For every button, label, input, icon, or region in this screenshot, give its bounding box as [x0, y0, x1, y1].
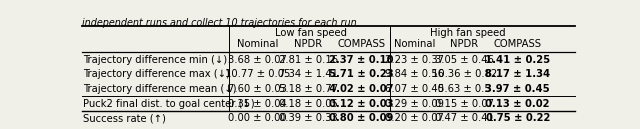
Text: 0.29 ± 0.09: 0.29 ± 0.09 [385, 99, 444, 109]
Text: 5.63 ± 0.5: 5.63 ± 0.5 [438, 84, 491, 94]
Text: 3.05 ± 0.46: 3.05 ± 0.46 [435, 55, 494, 65]
Text: 2.81 ± 0.16: 2.81 ± 0.16 [278, 55, 338, 65]
Text: NPDR: NPDR [451, 39, 479, 49]
Text: 0.12 ± 0.03: 0.12 ± 0.03 [329, 99, 394, 109]
Text: 3.97 ± 0.45: 3.97 ± 0.45 [485, 84, 550, 94]
Text: 8.17 ± 1.34: 8.17 ± 1.34 [485, 69, 550, 79]
Text: 6.07 ± 0.40: 6.07 ± 0.40 [385, 84, 444, 94]
Text: 0.00 ± 0.00: 0.00 ± 0.00 [228, 114, 287, 123]
Text: Nominal: Nominal [394, 39, 435, 49]
Text: 3.68 ± 0.07: 3.68 ± 0.07 [228, 55, 287, 65]
Text: Trajectory difference max (↓): Trajectory difference max (↓) [83, 69, 230, 79]
Text: independent runs and collect 10 trajectories for each run.: independent runs and collect 10 trajecto… [83, 18, 360, 29]
Text: 1.41 ± 0.25: 1.41 ± 0.25 [485, 55, 550, 65]
Text: Nominal: Nominal [237, 39, 278, 49]
Text: 4.02 ± 0.07: 4.02 ± 0.07 [329, 84, 394, 94]
Text: 0.80 ± 0.09: 0.80 ± 0.09 [330, 114, 394, 123]
Text: Success rate (↑): Success rate (↑) [83, 114, 166, 123]
Text: 0.20 ± 0.07: 0.20 ± 0.07 [385, 114, 444, 123]
Text: 10.36 ± 0.82: 10.36 ± 0.82 [432, 69, 497, 79]
Text: 0.39 ± 0.33: 0.39 ± 0.33 [279, 114, 337, 123]
Text: Low fan speed: Low fan speed [275, 28, 347, 38]
Text: 5.18 ± 0.77: 5.18 ± 0.77 [278, 84, 338, 94]
Text: 2.23 ± 0.37: 2.23 ± 0.37 [385, 55, 444, 65]
Text: COMPASS: COMPASS [493, 39, 541, 49]
Text: High fan speed: High fan speed [430, 28, 506, 38]
Text: 0.75 ± 0.22: 0.75 ± 0.22 [486, 114, 550, 123]
Text: 9.84 ± 0.56: 9.84 ± 0.56 [385, 69, 444, 79]
Text: 0.15 ± 0.07: 0.15 ± 0.07 [435, 99, 494, 109]
Text: 0.47 ± 0.41: 0.47 ± 0.41 [435, 114, 494, 123]
Text: 2.37 ± 0.10: 2.37 ± 0.10 [329, 55, 394, 65]
Text: Trajectory difference mean (↓): Trajectory difference mean (↓) [83, 84, 237, 94]
Text: 5.71 ± 0.23: 5.71 ± 0.23 [329, 69, 394, 79]
Text: COMPASS: COMPASS [337, 39, 385, 49]
Text: Puck2 final dist. to goal center (↓): Puck2 final dist. to goal center (↓) [83, 99, 255, 109]
Text: Trajectory difference min (↓): Trajectory difference min (↓) [83, 55, 228, 65]
Text: 0.35 ± 0.04: 0.35 ± 0.04 [228, 99, 287, 109]
Text: NPDR: NPDR [294, 39, 322, 49]
Text: 7.34 ± 1.41: 7.34 ± 1.41 [278, 69, 338, 79]
Text: 10.77 ± 0.05: 10.77 ± 0.05 [225, 69, 290, 79]
Text: 7.60 ± 0.03: 7.60 ± 0.03 [228, 84, 287, 94]
Text: 0.18 ± 0.05: 0.18 ± 0.05 [279, 99, 337, 109]
Text: 0.13 ± 0.02: 0.13 ± 0.02 [486, 99, 550, 109]
